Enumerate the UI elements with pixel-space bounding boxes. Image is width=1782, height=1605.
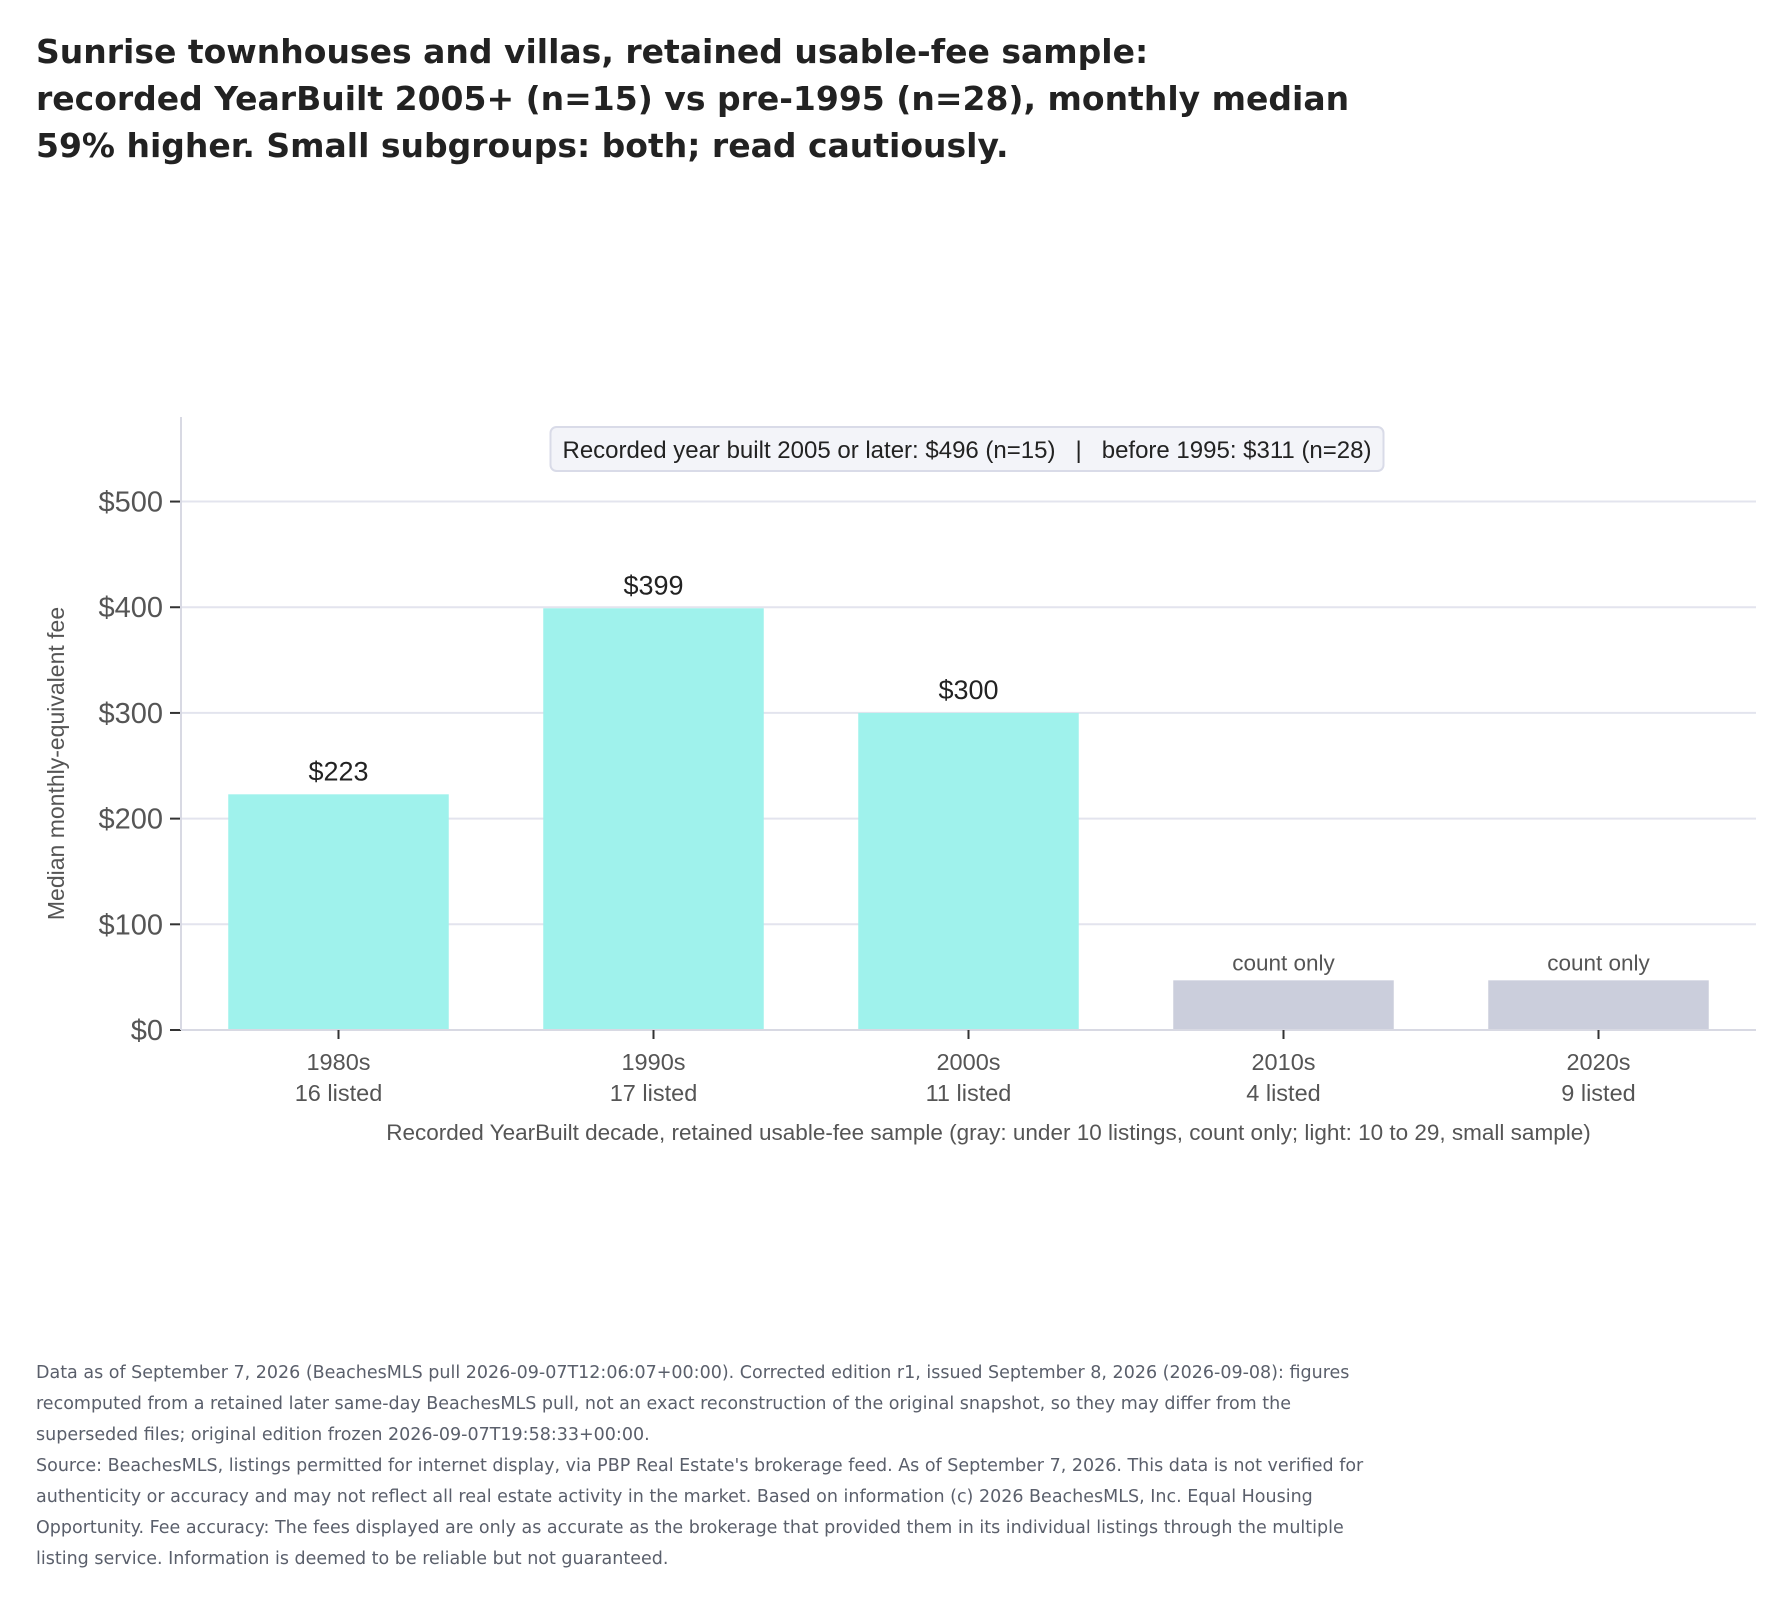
x-tick-label-2000s: 2000s [936,1049,1000,1075]
bars [228,608,1709,1030]
bar-value-label-1980s: $223 [308,756,368,786]
x-axis-label: Recorded YearBuilt decade, retained usab… [386,1120,1590,1145]
chart-title-line-1: Sunrise townhouses and villas, retained … [36,32,1149,71]
y-axis-label: Median monthly-equivalent fee [43,607,69,920]
x-tick-label-1980s: 1980s [306,1049,370,1075]
bar-1990s [543,608,764,1030]
x-tick-count-2010s: 4 listed [1246,1080,1320,1106]
x-tick-label-1990s: 1990s [621,1049,685,1075]
bar-2000s [858,712,1079,1030]
footnote-data-edition: Data as of September 7, 2026 (BeachesMLS… [36,1363,1350,1445]
x-tick-count-2020s: 9 listed [1561,1080,1635,1106]
x-tick-label-2010s: 2010s [1251,1049,1315,1075]
annotation-box: Recorded year built 2005 or later: $496 … [549,426,1385,472]
y-tick-label: $500 [98,487,163,519]
y-tick-label: $0 [131,1015,163,1047]
chart-title-line-2: recorded YearBuilt 2005+ (n=15) vs pre-1… [36,79,1350,118]
y-tick-label: $300 [98,698,163,730]
bar-2020s [1488,980,1709,1030]
x-tick-label-2020s: 2020s [1566,1049,1630,1075]
axes: $0 $100 $200 $300 $400 $500 1980s 16 listed 1990… [98,417,1756,1106]
bar-value-label-1990s: $399 [623,570,683,600]
bar-value-label-2010s: count only [1232,950,1335,975]
annotation-box-frame [549,426,1385,472]
x-tick-count-2000s: 11 listed [926,1080,1012,1106]
x-tick-count-1980s: 16 listed [295,1080,383,1106]
bar-value-label-2020s: count only [1547,950,1650,975]
chart-title-line-3: 59% higher. Small subgroups: both; read … [36,126,1009,165]
y-tick-label: $400 [98,592,163,624]
chart-title: Sunrise townhouses and villas, retained … [36,28,1396,169]
annotation-text: Recorded year built 2005 or later: $496 … [563,437,1372,464]
footnotes: Data as of September 7, 2026 (BeachesMLS… [36,1358,1396,1575]
bar-value-labels: $223 $399 $300 count only count only [308,570,1650,975]
y-tick-label: $100 [98,909,163,941]
bar-1980s [228,794,449,1030]
x-tick-count-1990s: 17 listed [610,1080,698,1106]
y-tick-label: $200 [98,804,163,836]
bar-2010s [1173,980,1394,1030]
bar-value-label-2000s: $300 [938,675,998,705]
footnote-source: Source: BeachesMLS, listings permitted f… [36,1456,1364,1569]
